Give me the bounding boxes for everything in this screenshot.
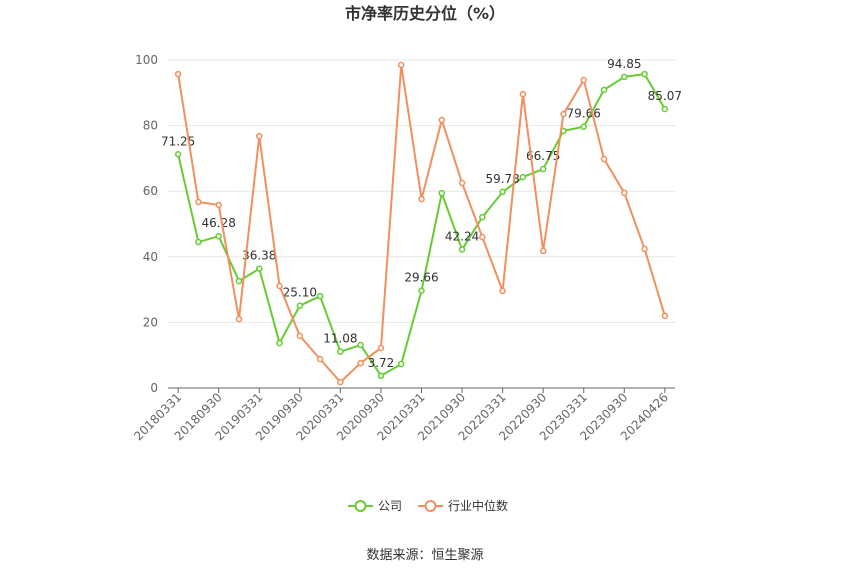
- y-tick-label: 100: [135, 53, 158, 67]
- point: [600, 86, 608, 94]
- point: [438, 189, 446, 197]
- point: [337, 378, 344, 386]
- legend-label: 公司: [378, 499, 402, 513]
- point: [276, 282, 283, 290]
- point: [641, 70, 648, 78]
- point: [174, 151, 182, 158]
- point: [499, 188, 506, 196]
- y-tick-label: 40: [143, 250, 158, 264]
- point: [519, 173, 527, 181]
- y-tick-label: 60: [143, 184, 158, 198]
- point: [397, 360, 405, 368]
- point: [397, 61, 405, 69]
- point: [539, 247, 547, 255]
- point: [458, 179, 466, 187]
- data-label: 71.25: [161, 134, 195, 148]
- point: [479, 213, 486, 221]
- data-label: 94.85: [607, 57, 641, 71]
- point: [621, 73, 628, 81]
- point: [215, 201, 222, 209]
- point: [195, 198, 202, 206]
- point: [418, 287, 425, 294]
- data-label: 3.72: [368, 356, 395, 370]
- point: [215, 232, 222, 240]
- point: [438, 116, 446, 124]
- point: [276, 339, 283, 347]
- data-label: 59.78: [485, 172, 519, 186]
- data-label: 66.75: [526, 149, 560, 163]
- point: [337, 348, 344, 355]
- data-label: 46.28: [202, 216, 236, 230]
- legend-label: 行业中位数: [448, 498, 508, 513]
- point: [580, 76, 587, 84]
- chart-title: 市净率历史分位（%）: [345, 4, 505, 23]
- point: [316, 355, 324, 363]
- point: [479, 233, 486, 241]
- point: [519, 90, 527, 98]
- point: [458, 246, 466, 253]
- point: [235, 315, 243, 323]
- data-label: 25.10: [283, 286, 317, 300]
- point: [539, 165, 547, 173]
- point: [256, 265, 263, 272]
- point: [316, 292, 324, 300]
- point: [600, 155, 608, 163]
- source: 数据来源：恒生聚源: [366, 548, 483, 563]
- data-label: 42.24: [445, 229, 479, 243]
- point: [661, 312, 669, 320]
- point: [661, 105, 669, 113]
- y-tick-label: 20: [143, 315, 158, 329]
- point: [296, 332, 304, 340]
- data-label: 79.66: [567, 107, 601, 121]
- series-line: [177, 64, 666, 384]
- point: [377, 372, 385, 380]
- legend-marker: [424, 500, 437, 512]
- point: [560, 110, 567, 118]
- point: [174, 70, 182, 78]
- point: [195, 238, 202, 246]
- point: [580, 123, 587, 130]
- point: [256, 132, 263, 140]
- y-tick-label: 80: [143, 119, 158, 133]
- data-label: 11.08: [323, 332, 357, 346]
- point: [357, 359, 364, 367]
- data-label: 36.38: [242, 249, 276, 263]
- point: [418, 195, 425, 203]
- data-label: 85.07: [648, 89, 682, 103]
- point: [235, 277, 243, 285]
- point: [641, 245, 648, 253]
- point: [357, 341, 364, 349]
- data-label: 29.66: [404, 271, 438, 285]
- point: [499, 287, 506, 295]
- point: [296, 302, 304, 309]
- legend-marker: [354, 500, 367, 512]
- y-tick-label: 0: [150, 381, 158, 395]
- point: [621, 189, 628, 197]
- point: [377, 344, 385, 352]
